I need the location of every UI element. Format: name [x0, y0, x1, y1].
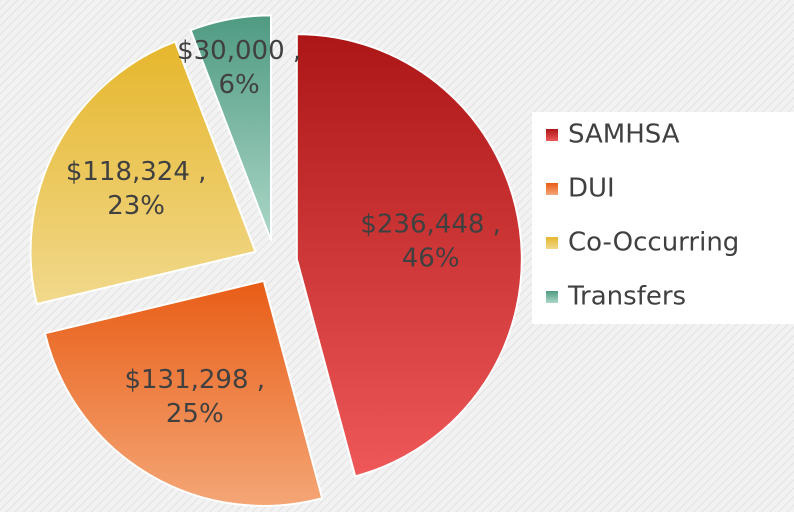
data-label: $118,324 , 23% [66, 156, 207, 220]
data-label: $236,448 , 46% [360, 209, 501, 273]
data-label: $131,298 , 25% [124, 364, 265, 428]
legend-label: DUI [568, 174, 615, 204]
legend-label: Co-Occurring [568, 228, 739, 258]
data-label: $30,000 , 6% [177, 35, 301, 99]
pie-slice [29, 40, 257, 306]
legend-label: SAMHSA [568, 120, 680, 150]
legend-box [532, 112, 794, 324]
legend-swatch [546, 237, 558, 249]
pie-slice [295, 33, 523, 478]
legend-label: Transfers [567, 282, 686, 312]
pie-slice [43, 279, 324, 507]
legend-swatch [546, 291, 558, 303]
legend-swatch [546, 183, 558, 195]
legend-swatch [546, 129, 558, 141]
pie-slice [189, 14, 273, 241]
